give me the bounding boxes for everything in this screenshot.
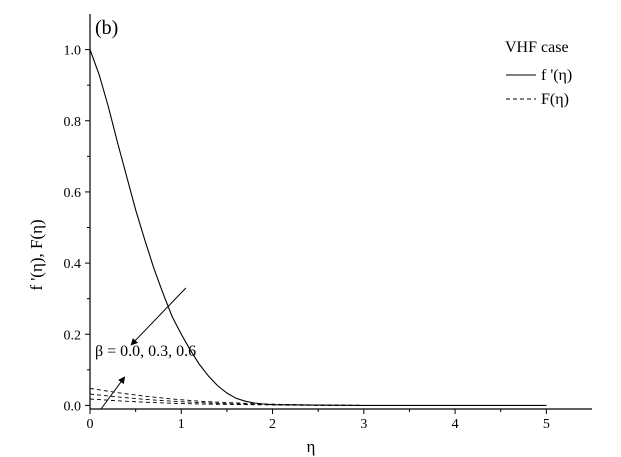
x-tick-label: 1 — [178, 417, 185, 432]
series-line-dashed-1 — [89, 387, 547, 406]
y-tick-label: 0.2 — [64, 328, 82, 343]
y-tick-label: 0.0 — [64, 399, 82, 414]
panel-label: (b) — [95, 17, 118, 39]
series-line-dashed-2 — [89, 393, 547, 406]
annotation-layer — [100, 287, 187, 410]
y-tick-label: 0.4 — [64, 257, 82, 272]
x-tick-label: 3 — [360, 417, 367, 432]
y-tick-label: 0.6 — [64, 186, 82, 201]
x-axis-title: η — [307, 437, 316, 456]
axes: 0 1 2 3 4 5 0.0 0.2 0.4 0.6 0.8 1.0 — [64, 14, 592, 432]
x-tick-label: 0 — [87, 417, 94, 432]
legend: VHF case f '(η) F(η) — [505, 39, 572, 108]
series-line-dashed-3 — [89, 398, 547, 406]
y-tick-label: 1.0 — [64, 44, 82, 59]
legend-entry-solid: f '(η) — [541, 67, 572, 84]
x-tick-label: 2 — [269, 417, 276, 432]
y-axis-title: f '(η), F(η) — [27, 219, 46, 290]
annotation-arrow-1 — [100, 376, 126, 410]
legend-entry-dashed: F(η) — [541, 91, 569, 108]
beta-annotation: β = 0.0, 0.3, 0.6 — [95, 343, 196, 360]
y-tick-label: 0.8 — [64, 115, 82, 130]
x-tick-label: 4 — [452, 417, 459, 432]
x-tick-label: 5 — [543, 417, 550, 432]
legend-title: VHF case — [505, 39, 569, 56]
annotation-arrow-0 — [130, 287, 187, 346]
series-layer — [89, 49, 547, 406]
